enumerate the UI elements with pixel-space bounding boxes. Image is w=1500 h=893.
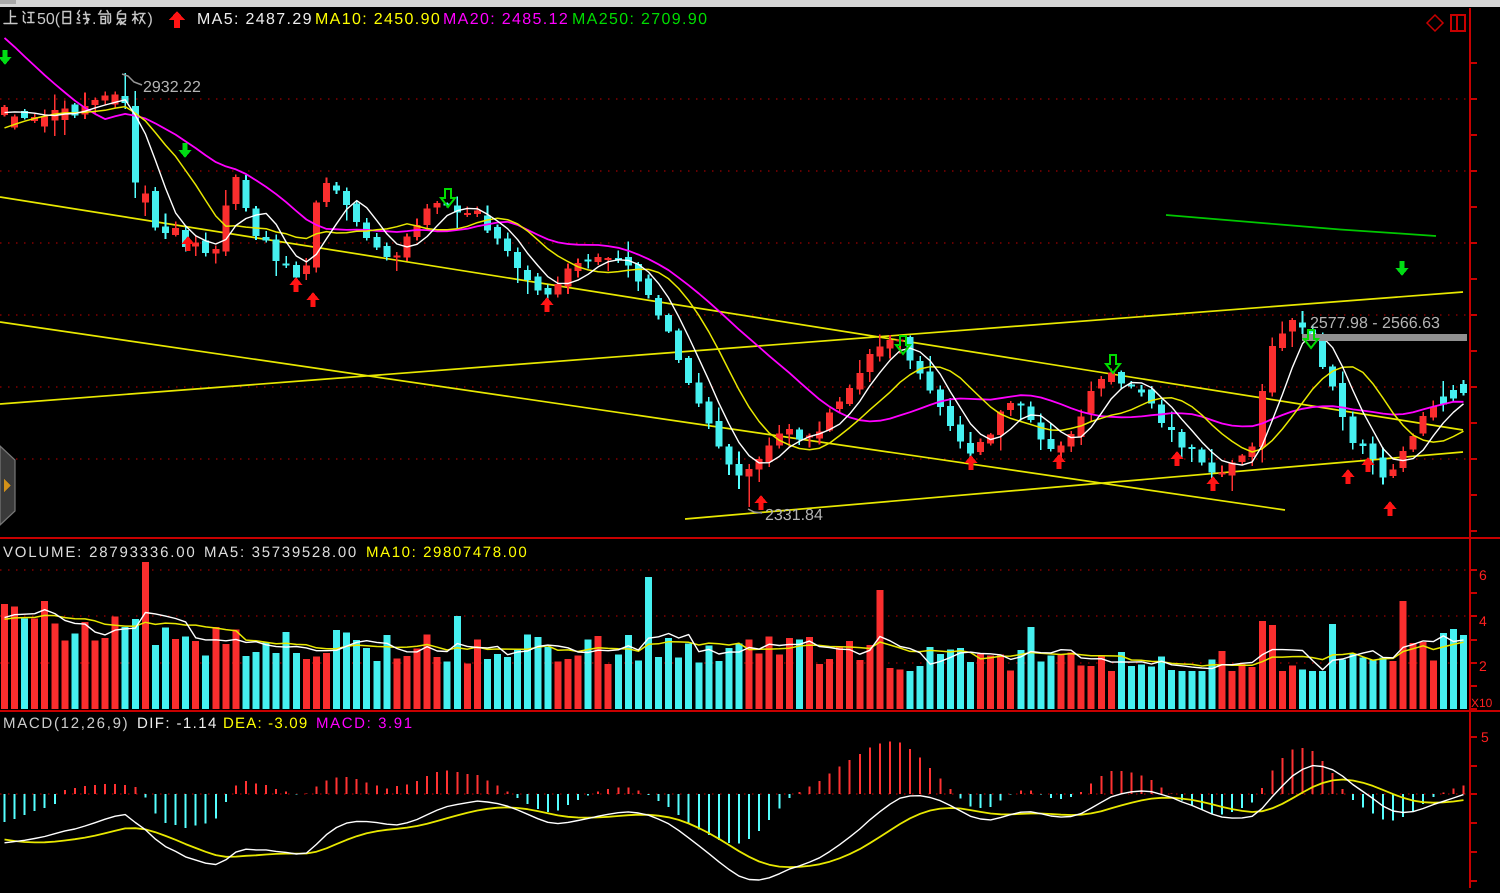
svg-text:VOLUME: 28793336.00: VOLUME: 28793336.00 (3, 544, 196, 561)
svg-text:MA20: 2485.12: MA20: 2485.12 (443, 11, 569, 28)
svg-text:4: 4 (1479, 613, 1487, 629)
svg-text:2577.98 - 2566.63: 2577.98 - 2566.63 (1310, 315, 1440, 332)
svg-text:MA5: 35739528.00: MA5: 35739528.00 (204, 544, 358, 561)
svg-text:.: . (92, 11, 96, 28)
svg-text:MA250: 2709.90: MA250: 2709.90 (572, 11, 708, 28)
svg-text:): ) (148, 11, 153, 28)
svg-text:5: 5 (1481, 729, 1489, 745)
svg-text:2932.22: 2932.22 (143, 79, 201, 96)
svg-text:MA10: 2450.90: MA10: 2450.90 (315, 11, 441, 28)
svg-text:DEA: -3.09: DEA: -3.09 (223, 715, 308, 732)
svg-text:MA5: 2487.29: MA5: 2487.29 (197, 11, 313, 28)
svg-text:X10: X10 (1471, 696, 1493, 710)
svg-text:50(: 50( (37, 11, 61, 28)
svg-text:MACD(12,26,9): MACD(12,26,9) (3, 715, 129, 732)
svg-text:2331.84: 2331.84 (765, 507, 823, 524)
svg-text:MACD: 3.91: MACD: 3.91 (316, 715, 414, 732)
svg-text:DIF: -1.14: DIF: -1.14 (137, 715, 218, 732)
svg-text:6: 6 (1479, 567, 1487, 583)
svg-text:2: 2 (1479, 658, 1487, 674)
svg-text:MA10: 29807478.00: MA10: 29807478.00 (366, 544, 528, 561)
